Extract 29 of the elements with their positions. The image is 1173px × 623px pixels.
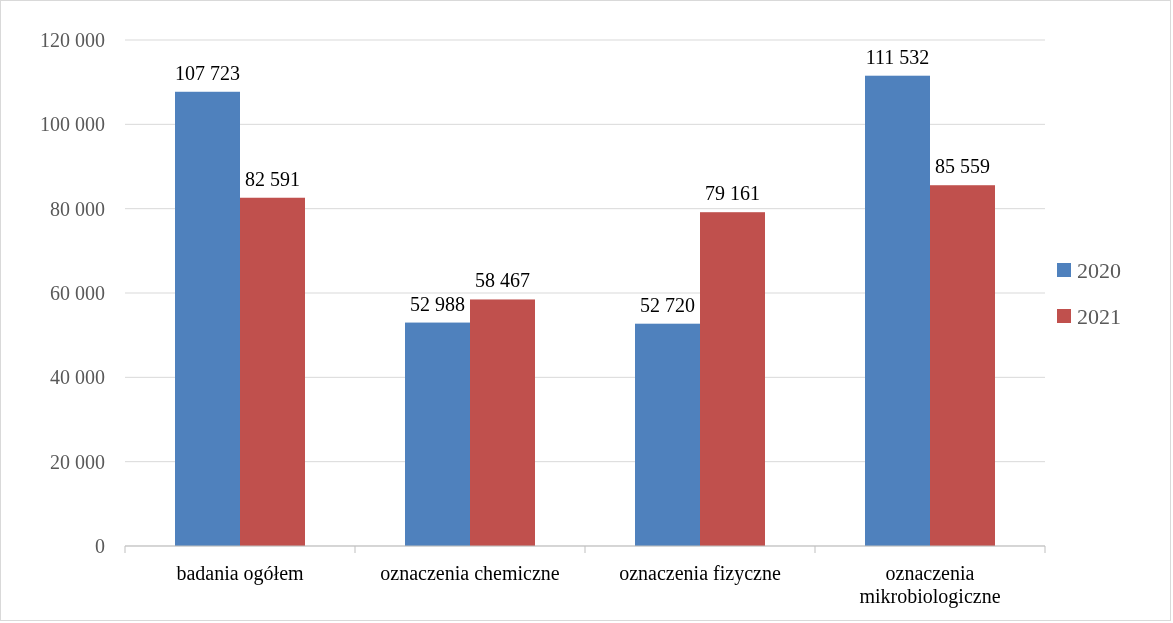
data-label: 82 591 xyxy=(245,167,300,190)
data-label: 79 161 xyxy=(705,182,760,205)
bar xyxy=(470,299,535,546)
y-tick-label: 120 000 xyxy=(40,29,105,51)
y-tick-label: 60 000 xyxy=(50,282,105,304)
x-tick-label: oznaczenia mikrobiologiczne xyxy=(859,562,1001,608)
bar xyxy=(635,323,700,546)
bar xyxy=(700,212,765,546)
data-label: 85 559 xyxy=(935,155,990,178)
bar xyxy=(405,322,470,546)
y-tick-label: 80 000 xyxy=(50,197,105,220)
x-tick-label: oznaczenia chemiczne xyxy=(380,562,560,584)
bar xyxy=(175,91,240,546)
x-tick-label: oznaczenia fizyczne xyxy=(619,562,781,585)
x-tick-label: badania ogółem xyxy=(176,562,305,585)
data-label: 58 467 xyxy=(475,269,530,292)
data-label: 111 532 xyxy=(865,45,930,68)
legend-label: 2021 xyxy=(1077,303,1121,329)
data-label: 52 720 xyxy=(640,293,695,316)
y-tick-label: 0 xyxy=(95,535,105,557)
y-tick-label: 100 000 xyxy=(40,113,105,136)
bar xyxy=(865,75,930,546)
bar xyxy=(240,197,305,546)
data-label: 52 988 xyxy=(410,292,465,315)
legend-label: 2020 xyxy=(1077,257,1121,283)
data-label: 107 723 xyxy=(175,61,240,84)
y-tick-label: 40 000 xyxy=(50,366,105,389)
bar xyxy=(930,185,995,546)
y-tick-label: 20 000 xyxy=(50,450,105,473)
